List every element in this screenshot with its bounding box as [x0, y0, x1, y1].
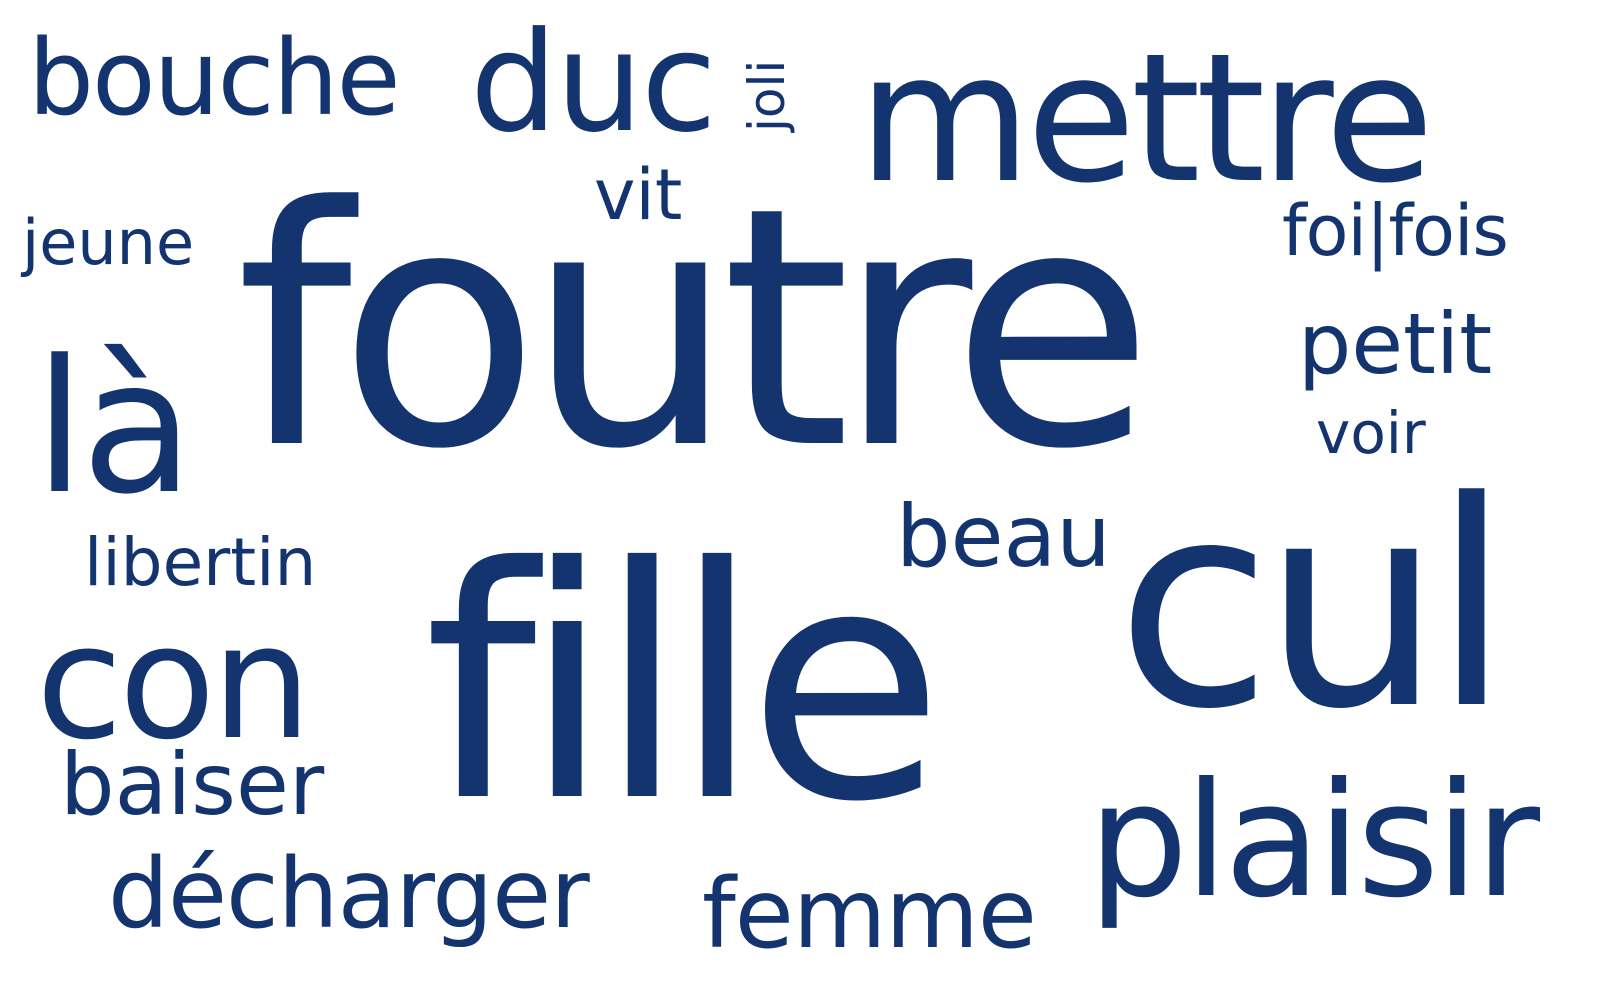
word-voir: voir — [1316, 399, 1426, 467]
word-con: con — [36, 591, 312, 775]
word-foutre: foutre — [236, 137, 1154, 521]
word-bouche: bouche — [28, 17, 401, 139]
word-jeune: jeune — [22, 206, 195, 279]
word-mettre: mettre — [858, 15, 1434, 222]
word-decharger: décharger — [108, 838, 590, 950]
word-joli: joli — [738, 59, 796, 132]
word-duc: duc — [470, 2, 717, 163]
word-plaisir: plaisir — [1088, 749, 1540, 933]
word-vit: vit — [594, 154, 683, 236]
word-cul: cul — [1116, 440, 1511, 771]
word-fille: fille — [424, 500, 944, 872]
word-foi-fois: foi|fois — [1282, 190, 1509, 272]
word-femme: femme — [702, 858, 1037, 970]
word-baiser: baiser — [60, 735, 325, 835]
word-petit: petit — [1298, 295, 1493, 393]
word-libertin: libertin — [84, 524, 317, 601]
word-la: là — [34, 321, 194, 535]
word-beau: beau — [896, 487, 1111, 587]
